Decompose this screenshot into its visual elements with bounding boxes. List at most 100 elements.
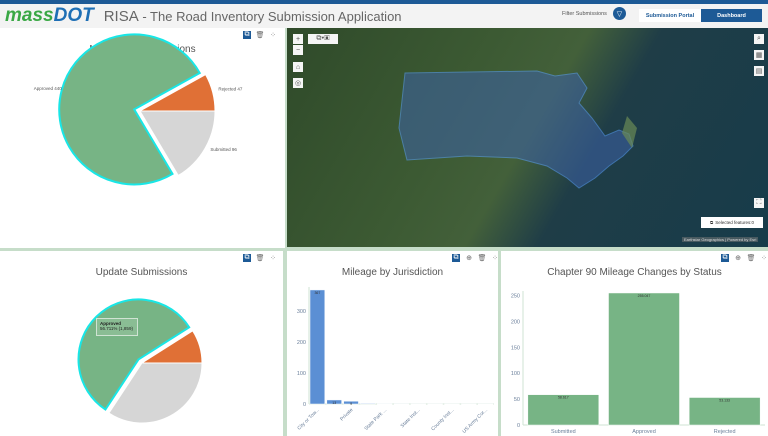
selection-icon[interactable]: ⧉ — [452, 254, 460, 262]
y-tick-label: 300 — [297, 309, 306, 315]
y-tick-label: 150 — [511, 345, 520, 351]
app-short-name: RISA — [103, 7, 139, 25]
bar — [477, 403, 494, 405]
data-label: 13 — [332, 401, 336, 405]
bar — [360, 403, 376, 405]
y-tick-label: 250 — [511, 294, 520, 300]
locate-icon[interactable]: ◎ — [293, 78, 303, 88]
zoom-icon[interactable]: ⊕ — [735, 255, 741, 262]
map-attribution: Earthstar Geographics | Powered by Esri — [682, 237, 759, 242]
bar — [393, 403, 410, 405]
app-title: RISA - The Road Inventory Submission App… — [104, 8, 402, 25]
pie-slice-submitted — [108, 362, 203, 424]
zoom-out-button[interactable]: − — [293, 45, 303, 55]
fullscreen-icon[interactable]: ⛶ — [754, 198, 764, 208]
submission-portal-button[interactable]: Submission Portal — [639, 9, 701, 22]
app-header: massDOTMassachusetts Department of Trans… — [0, 4, 768, 34]
grid-icon[interactable]: ⁘ — [761, 255, 767, 262]
pie-chart: Submitted 96 Approved 440 Rejected 47 — [34, 33, 243, 186]
search-icon[interactable]: ⌕ — [754, 34, 764, 44]
chart-title: Mileage by Jurisdiction — [341, 267, 444, 278]
app-full-name: - The Road Inventory Submission Applicat… — [138, 8, 402, 24]
x-tick-label: Private — [339, 407, 354, 422]
bar — [444, 403, 460, 405]
trash-icon[interactable]: 🗑 — [255, 32, 265, 39]
x-tick-label: US Army Cor... — [461, 407, 489, 435]
pie-slice-rejected — [140, 330, 203, 364]
bar — [427, 403, 443, 405]
panel-toolbar: ⧉ 🗑 ⁘ — [243, 31, 277, 39]
pie-label: Approved 440 — [34, 86, 63, 91]
bar — [688, 397, 761, 426]
massdot-logo: massDOTMassachusetts Department of Trans… — [5, 6, 94, 34]
panel-toolbar: ⧉ ⊕ 🗑 ⁘ — [452, 254, 499, 262]
zoom-in-button[interactable]: + — [293, 34, 303, 44]
x-tick-label: Submitted — [551, 429, 576, 435]
y-tick-label: 0 — [303, 402, 306, 408]
top-accent-bar — [0, 0, 768, 4]
bar — [309, 289, 326, 405]
tooltip-label: Approved — [100, 321, 122, 326]
selection-icon[interactable]: ⧉ — [243, 31, 251, 39]
pie-slice-approved — [58, 33, 202, 186]
map-view[interactable]: + − ⧉▾▣ ⌂ ◎ ⌕ ▦ ▤ ⛶ — [287, 28, 768, 247]
bar — [377, 403, 393, 405]
dashboard-button[interactable]: Dashboard — [701, 9, 762, 22]
x-tick-label: Approved — [632, 429, 656, 435]
selected-features-label: Selected features:0 — [715, 220, 754, 225]
chapter90-mileage-panel: ⧉ ⊕ 🗑 ⁘ Chapter 90 Mileage Changes by Statu… — [501, 251, 768, 436]
filter-label: Filter Submissions — [562, 10, 607, 17]
pie-slice-rejected — [138, 73, 216, 112]
y-tick-label: 100 — [297, 371, 306, 377]
chart-title: Update Submissions — [95, 267, 188, 278]
y-tick-label: 200 — [297, 340, 306, 346]
pie-label: Rejected 47 — [218, 87, 243, 92]
x-tick-label: City or Tow... — [296, 407, 320, 431]
chart-title: Chapter 90 Mileage Changes by Status — [547, 267, 722, 278]
grid-icon[interactable]: ⁘ — [492, 255, 498, 262]
data-label: 367 — [314, 291, 320, 295]
y-tick-label: 0 — [517, 423, 520, 429]
select-tool-button[interactable]: ⧉▾▣ — [308, 34, 338, 44]
layers-icon[interactable]: ▤ — [754, 66, 764, 76]
bar — [527, 394, 600, 426]
panel-toolbar: ⧉ ⊕ 🗑 ⁘ — [721, 254, 768, 262]
selection-icon: ⧉ — [710, 220, 714, 225]
basemap-icon[interactable]: ▦ — [754, 50, 764, 60]
bar — [608, 292, 680, 426]
x-tick-label: State Inst... — [400, 407, 422, 429]
selection-icon[interactable]: ⧉ — [243, 254, 251, 262]
bar-chart: 0 50 100 150 200 250 58.617 Submitted 255.047 App… — [511, 291, 765, 435]
pie-label: Submitted 96 — [210, 147, 237, 152]
trash-icon[interactable]: 🗑 — [477, 255, 487, 262]
bar — [410, 403, 426, 405]
selection-icon[interactable]: ⧉ — [721, 254, 729, 262]
y-tick-label: 50 — [514, 397, 520, 403]
bar — [461, 403, 477, 405]
pie-slice-submitted — [139, 110, 216, 177]
home-icon[interactable]: ⌂ — [293, 62, 303, 72]
pie-chart — [77, 298, 203, 424]
y-tick-label: 200 — [511, 319, 520, 325]
grid-icon[interactable]: ⁘ — [270, 32, 276, 39]
x-tick-label: State Park ... — [363, 407, 388, 432]
update-submissions-panel: ⧉ 🗑 ⁘ Update Submissions Approved 56.711% (… — [0, 251, 283, 436]
filter-submissions[interactable]: Filter Submissions ▽ — [562, 7, 626, 20]
panel-toolbar: ⧉ 🗑 ⁘ — [243, 254, 277, 262]
massachusetts-map — [398, 70, 637, 189]
selected-features-button[interactable]: ⧉ Selected features:0 — [701, 217, 763, 228]
filter-icon[interactable]: ▽ — [612, 7, 626, 20]
trash-icon[interactable]: 🗑 — [746, 255, 756, 262]
x-tick-label: County Inst... — [430, 407, 455, 432]
zoom-icon[interactable]: ⊕ — [466, 255, 472, 262]
x-tick-label: Rejected — [714, 429, 736, 435]
pie-tooltip: Approved 56.711% (1,859) — [96, 318, 138, 336]
grid-icon[interactable]: ⁘ — [270, 255, 276, 262]
trash-icon[interactable]: 🗑 — [255, 255, 265, 262]
bar — [343, 400, 359, 405]
data-label: 58.617 — [558, 396, 569, 400]
bar — [326, 399, 342, 405]
new-road-submissions-panel: ⧉🗑⁘ New Road Submissions Submitted 96App… — [0, 28, 285, 248]
data-label: 9 — [350, 402, 352, 406]
